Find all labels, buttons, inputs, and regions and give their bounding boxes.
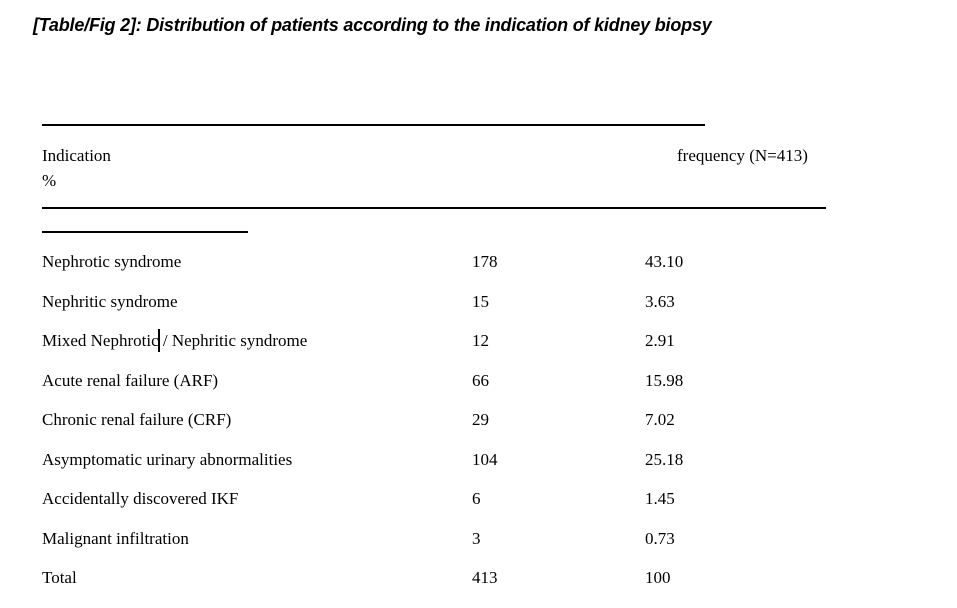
indication-cell: Accidentally discovered IKF — [42, 489, 239, 508]
table-top-rule — [42, 124, 705, 126]
percent-cell: 100 — [645, 568, 671, 587]
table-row: Nephritic syndrome 15 3.63 — [0, 291, 957, 331]
table-row: Malignant infiltration 3 0.73 — [0, 528, 957, 568]
percent-cell: 7.02 — [645, 410, 675, 429]
table-subheader-rule — [42, 231, 248, 233]
frequency-cell: 15 — [472, 291, 489, 311]
table-body: Nephrotic syndrome 178 43.10 Nephritic s… — [0, 251, 957, 607]
indication-cell: Malignant infiltration — [42, 528, 189, 548]
percent-cell: 43.10 — [645, 252, 684, 271]
percent-cell: 0.73 — [645, 528, 675, 548]
table-row: Nephrotic syndrome 178 43.10 — [0, 251, 957, 291]
frequency-cell: 104 — [472, 449, 498, 469]
frequency-cell: 6 — [472, 489, 481, 508]
table-row: Chronic renal failure (CRF) 29 7.02 — [0, 409, 957, 449]
frequency-cell: 66 — [472, 370, 489, 390]
indication-cell: Asymptomatic urinary abnormalities — [42, 449, 293, 469]
indication-cell: Acute renal failure (ARF) — [42, 370, 219, 390]
percent-cell: 25.18 — [645, 449, 684, 469]
indication-cell: Chronic renal failure (CRF) — [42, 410, 232, 429]
indication-cell: Total — [42, 568, 77, 587]
table-row: Mixed Nephrotic / Nephritic syndrome 12 … — [0, 329, 957, 370]
table-row: Asymptomatic urinary abnormalities 104 2… — [0, 449, 957, 489]
frequency-cell: 29 — [472, 410, 489, 429]
column-header-percent: % — [42, 171, 57, 190]
indication-cell: Nephrotic syndrome — [42, 252, 182, 271]
table-row: Accidentally discovered IKF 6 1.45 — [0, 488, 957, 528]
table-row: Acute renal failure (ARF) 66 15.98 — [0, 370, 957, 410]
percent-cell: 1.45 — [645, 489, 675, 508]
percent-cell: 15.98 — [645, 370, 684, 390]
percent-cell: 2.91 — [645, 331, 675, 350]
indication-cell: Mixed Nephrotic / Nephritic syndrome — [42, 329, 472, 352]
frequency-cell: 12 — [472, 331, 489, 350]
frequency-cell: 413 — [472, 568, 498, 587]
table-row: Total 413 100 — [0, 567, 957, 607]
frequency-cell: 3 — [472, 528, 481, 548]
indication-text: Mixed Nephrotic / Nephritic syndrome — [42, 331, 308, 350]
column-header-frequency: frequency (N=413) — [677, 146, 808, 165]
text-cursor — [158, 329, 160, 352]
table-header-rule — [42, 207, 826, 209]
percent-cell: 3.63 — [645, 291, 675, 311]
frequency-cell: 178 — [472, 252, 498, 271]
indication-cell: Nephritic syndrome — [42, 291, 178, 311]
column-header-indication: Indication — [42, 146, 111, 165]
table-caption: [Table/Fig 2]: Distribution of patients … — [33, 15, 712, 35]
